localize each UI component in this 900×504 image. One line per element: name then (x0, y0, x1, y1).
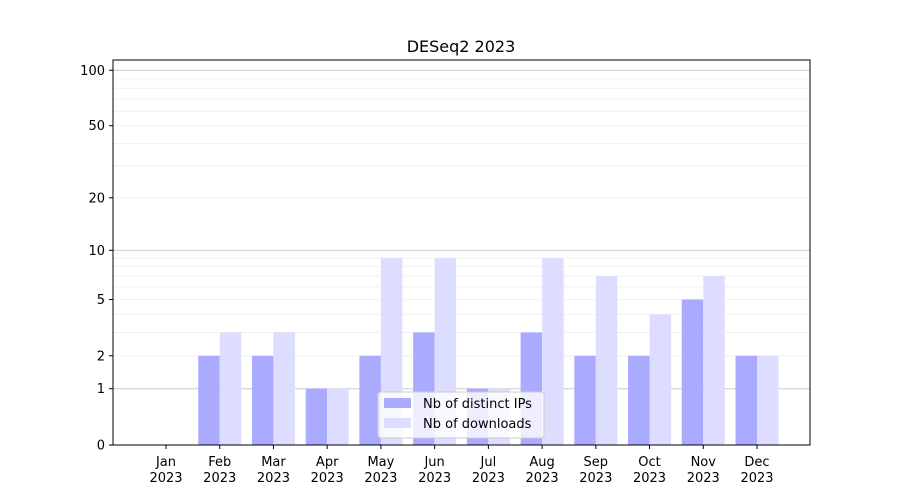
bar-distinct-ips (198, 355, 220, 445)
x-tick-label: 2023 (579, 471, 612, 486)
x-tick-label: 2023 (364, 471, 397, 486)
x-tick-label: 2023 (472, 471, 505, 486)
legend-label: Nb of downloads (423, 417, 532, 432)
axes-frame (112, 59, 811, 446)
legend-swatch (384, 418, 411, 428)
x-tick-label: 2023 (740, 471, 773, 486)
y-tick-label: 1 (97, 382, 105, 397)
y-tick-label: 20 (88, 191, 105, 206)
bar-distinct-ips (681, 299, 704, 445)
x-tick-label: 2023 (257, 471, 290, 486)
bar-distinct-ips (359, 355, 381, 445)
x-tick-label: Jan (155, 455, 176, 470)
bar-distinct-ips (305, 388, 328, 445)
bar-downloads (327, 388, 349, 445)
x-tick-label: Jun (423, 455, 444, 470)
x-tick-label: 2023 (526, 471, 559, 486)
bar-distinct-ips (574, 355, 596, 445)
bar-downloads (219, 332, 242, 445)
bar-downloads (703, 276, 725, 445)
x-tick-label: Aug (529, 455, 554, 470)
x-tick-label: 2023 (311, 471, 344, 486)
bar-downloads (273, 332, 295, 445)
x-tick-label: Jul (480, 455, 497, 470)
x-tick-label: 2023 (633, 471, 666, 486)
bar-downloads (542, 258, 564, 445)
bar-distinct-ips (628, 355, 650, 445)
bar-downloads (595, 276, 618, 445)
legend-box (377, 391, 545, 439)
x-tick-label: Oct (638, 455, 660, 470)
y-tick-label: 50 (88, 119, 105, 134)
legend-label: Nb of distinct IPs (423, 397, 532, 412)
x-tick-label: Nov (691, 455, 717, 470)
y-tick-label: 10 (88, 244, 105, 259)
x-tick-label: Mar (261, 455, 286, 470)
y-tick-label: 100 (80, 64, 105, 79)
chart-title: DESeq2 2023 (407, 37, 516, 56)
x-tick-label: 2023 (418, 471, 451, 486)
bar-downloads (649, 314, 672, 445)
y-tick-label: 0 (97, 439, 105, 454)
y-tick-label: 2 (97, 349, 105, 364)
bar-distinct-ips (735, 355, 757, 445)
bar-downloads (757, 355, 779, 445)
bar-distinct-ips (251, 355, 274, 445)
x-tick-label: May (367, 455, 394, 470)
x-tick-label: Dec (744, 455, 769, 470)
x-tick-label: Feb (208, 455, 231, 470)
legend: Nb of distinct IPs Nb of downloads (377, 391, 545, 439)
y-tick-label: 5 (97, 293, 105, 308)
x-tick-label: 2023 (203, 471, 236, 486)
x-tick-label: Apr (316, 455, 339, 470)
x-tick-label: 2023 (687, 471, 720, 486)
x-tick-label: 2023 (149, 471, 182, 486)
x-tick-label: Sep (584, 455, 609, 470)
legend-swatch (384, 398, 411, 408)
